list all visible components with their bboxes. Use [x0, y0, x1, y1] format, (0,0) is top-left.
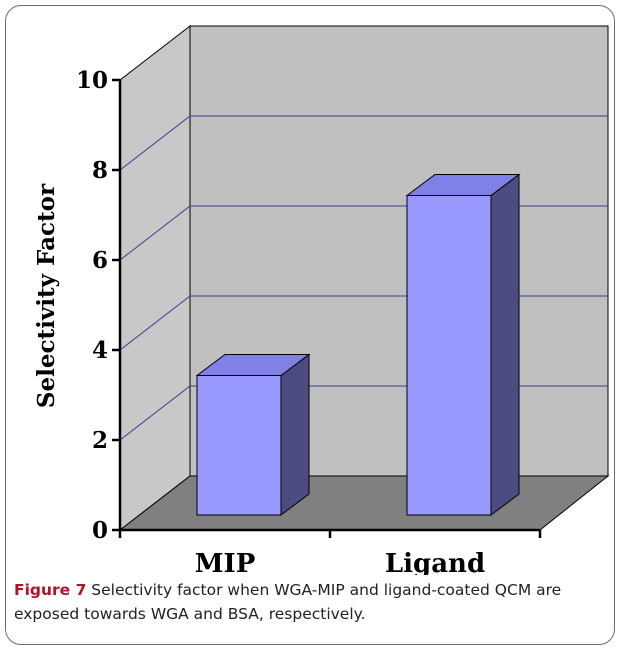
figure-label: Figure 7	[14, 581, 87, 599]
x-tick-label: Ligand	[385, 549, 485, 575]
side-wall	[119, 24, 191, 532]
bar-chart: 0 2 4 6 8 10 MIP Ligand Selectivity Factor	[33, 24, 610, 575]
x-tick-labels: MIP Ligand	[195, 549, 485, 575]
bar-front	[196, 375, 282, 516]
y-tick-label: 6	[92, 247, 108, 274]
y-tick-label: 4	[92, 337, 108, 364]
x-tick-label: MIP	[195, 549, 256, 575]
y-axis-label: Selectivity Factor	[33, 183, 60, 408]
caption-text: Selectivity factor when WGA-MIP and liga…	[14, 581, 562, 623]
y-tick-label: 8	[92, 157, 108, 184]
axes	[112, 78, 542, 538]
y-tick-label: 0	[92, 517, 108, 544]
y-tick-label: 2	[92, 427, 108, 454]
y-tick-labels: 0 2 4 6 8 10	[76, 67, 108, 544]
bars	[195, 173, 521, 516]
gridline	[119, 115, 608, 171]
bar-side	[280, 353, 310, 516]
floor	[118, 475, 610, 531]
bar-front	[406, 195, 492, 516]
bar-side	[490, 173, 520, 516]
bar-mip	[195, 353, 311, 516]
chart-walls	[118, 24, 610, 532]
bar-ligand	[405, 173, 521, 516]
figure-caption: Figure 7 Selectivity factor when WGA-MIP…	[14, 578, 604, 626]
y-tick-label: 10	[76, 67, 108, 94]
